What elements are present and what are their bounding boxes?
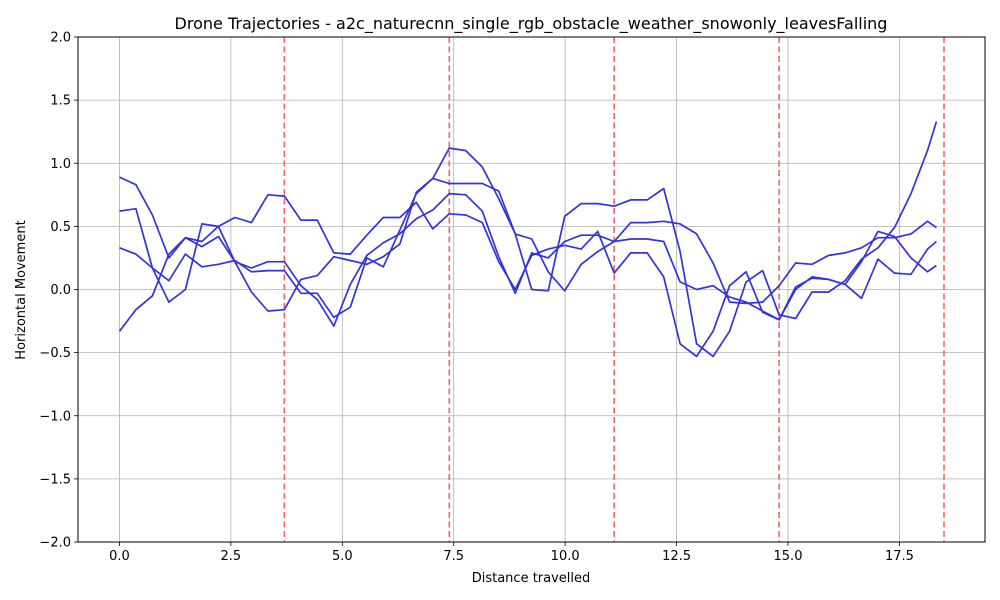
y-tick-label: 0.0 xyxy=(50,283,71,298)
trajectory-series xyxy=(118,121,938,358)
x-tick-label: 10.0 xyxy=(551,549,580,564)
x-tick-label: 2.5 xyxy=(221,549,242,564)
x-axis-ticks: 0.0 2.5 5.0 7.5 10.0 12.5 15.0 17.5 xyxy=(109,542,914,564)
x-tick-label: 5.0 xyxy=(332,549,353,564)
x-tick-label: 17.5 xyxy=(885,549,914,564)
y-tick-label: −1.0 xyxy=(39,409,71,424)
x-tick-label: 12.5 xyxy=(662,549,691,564)
x-tick-label: 7.5 xyxy=(443,549,464,564)
trajectory-line-3 xyxy=(118,193,937,358)
segment-markers xyxy=(283,37,945,542)
y-axis-label: Horizontal Movement xyxy=(14,220,29,359)
y-tick-label: 0.5 xyxy=(50,220,71,235)
y-tick-label: −0.5 xyxy=(39,346,71,361)
x-tick-label: 0.0 xyxy=(109,549,130,564)
y-tick-label: −1.5 xyxy=(39,472,71,487)
y-tick-label: −2.0 xyxy=(39,536,71,551)
y-tick-label: 2.0 xyxy=(50,31,71,46)
x-tick-label: 15.0 xyxy=(774,549,803,564)
y-axis-ticks: −2.0 −1.5 −1.0 −0.5 0.0 0.5 1.0 1.5 2.0 xyxy=(39,31,78,551)
trajectory-line-2 xyxy=(119,121,938,358)
trajectory-line-4 xyxy=(119,192,937,327)
chart-title: Drone Trajectories - a2c_naturecnn_singl… xyxy=(175,14,888,34)
x-axis-label: Distance travelled xyxy=(472,571,591,586)
y-tick-label: 1.0 xyxy=(50,157,71,172)
y-tick-label: 1.5 xyxy=(50,94,71,109)
